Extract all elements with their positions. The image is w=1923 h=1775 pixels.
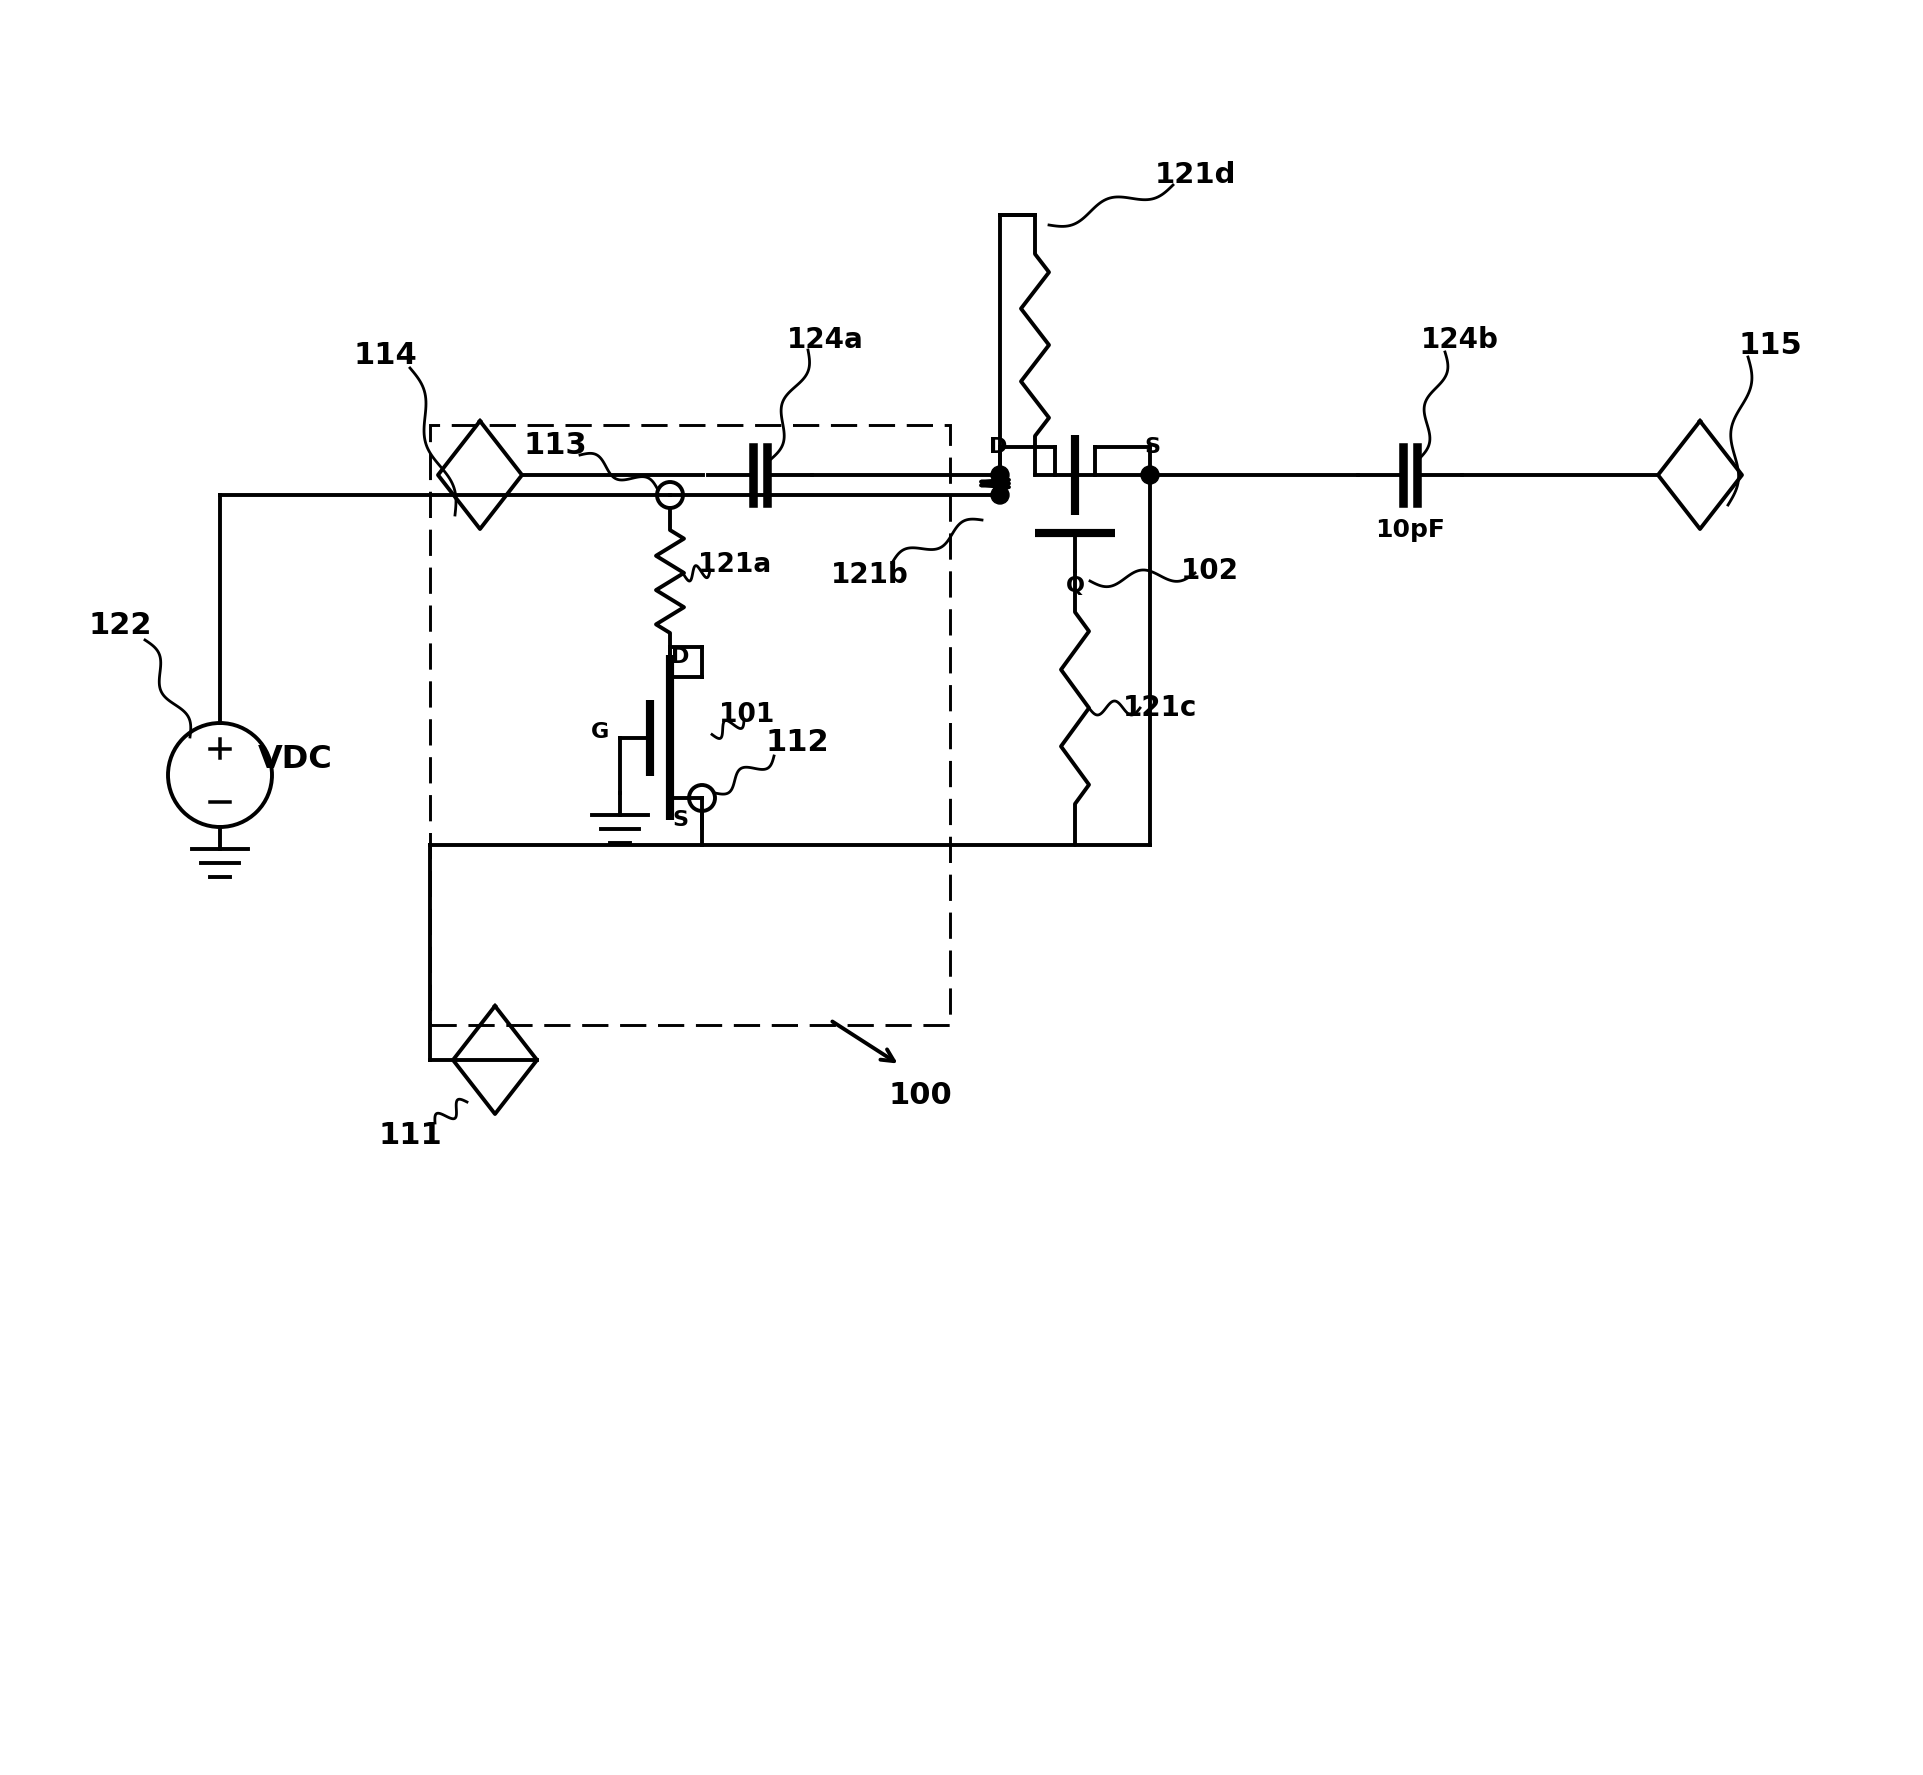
Text: G: G (590, 722, 610, 742)
Text: 114: 114 (354, 341, 417, 369)
Text: 121b: 121b (831, 561, 910, 589)
Text: VDC: VDC (258, 744, 333, 776)
Text: Q: Q (1065, 577, 1085, 596)
Text: 100: 100 (888, 1081, 952, 1109)
Text: 111: 111 (379, 1120, 442, 1150)
Text: 10pF: 10pF (1375, 518, 1444, 541)
Bar (431, 424, 950, 1024)
Text: 124b: 124b (1421, 327, 1498, 353)
Text: 112: 112 (765, 728, 829, 758)
Text: S: S (1144, 437, 1160, 456)
Text: D: D (671, 648, 688, 667)
Circle shape (1140, 467, 1160, 485)
Text: 113: 113 (523, 431, 587, 460)
Text: 115: 115 (1738, 330, 1802, 360)
Text: D: D (988, 437, 1008, 456)
Text: S: S (671, 809, 688, 831)
Text: 102: 102 (1181, 557, 1238, 586)
Circle shape (990, 486, 1010, 504)
Text: 121c: 121c (1123, 694, 1198, 722)
Text: 121d: 121d (1154, 162, 1236, 188)
Text: 122: 122 (88, 611, 152, 639)
Circle shape (990, 467, 1010, 485)
Text: 121a: 121a (698, 552, 771, 579)
Text: 101: 101 (719, 703, 775, 728)
Text: 124a: 124a (787, 327, 863, 353)
